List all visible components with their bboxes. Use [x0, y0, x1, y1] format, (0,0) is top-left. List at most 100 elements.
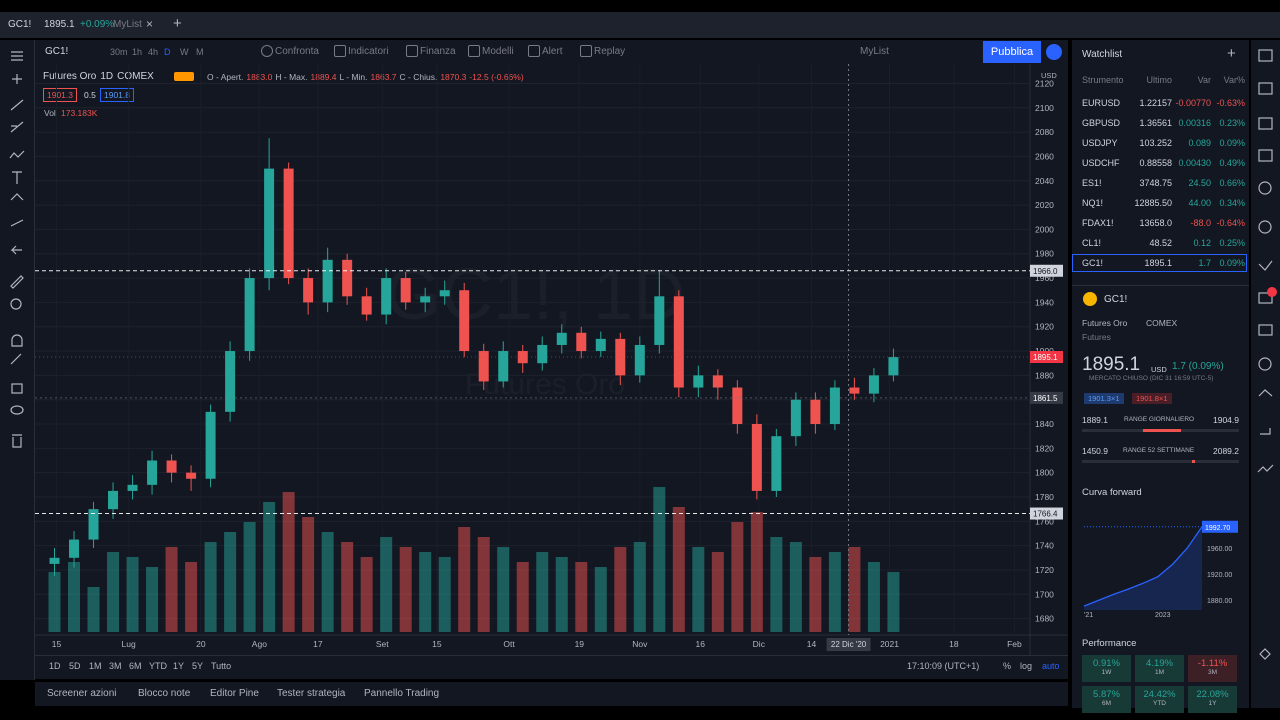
candle-body — [186, 472, 197, 479]
price-marker-box — [1030, 507, 1063, 520]
range-button[interactable]: 1Y — [173, 661, 185, 671]
wk-low: 1450.9 — [1082, 446, 1108, 456]
wk-range-fill — [1192, 460, 1195, 463]
tab-close[interactable]: × — [146, 17, 154, 31]
y-tick-label: 1960 — [1035, 273, 1054, 283]
volume-bar — [87, 587, 100, 632]
bottom-tab[interactable]: Screener azioni — [47, 688, 117, 699]
bottom-tab[interactable]: Editor Pine — [210, 688, 259, 699]
toolbar-button[interactable]: Modelli — [482, 46, 514, 57]
row-value: 1.22157 — [1139, 98, 1172, 108]
wk-label: RANGE 52 SETTIMANE — [1123, 447, 1195, 454]
add-symbol[interactable]: + — [1227, 45, 1236, 62]
play-button[interactable] — [1046, 44, 1062, 60]
candle-body — [654, 296, 665, 345]
symbol-search[interactable]: GC1! — [45, 46, 69, 57]
candle-body — [205, 411, 216, 479]
toolbar-button[interactable]: Confronta — [275, 46, 319, 57]
y-tick-label: 2020 — [1035, 200, 1054, 210]
range-button[interactable]: YTD — [149, 661, 167, 671]
y-tick-label: 1700 — [1035, 589, 1054, 599]
performance-period: 6M — [1101, 700, 1112, 707]
range-button[interactable]: 1M — [89, 661, 102, 671]
row-symbol[interactable]: GBPUSD — [1082, 118, 1121, 128]
range-button[interactable]: 1D — [49, 661, 61, 671]
interval-button[interactable]: 4h — [148, 47, 159, 57]
candle-body — [829, 387, 840, 425]
candle-body — [400, 278, 411, 303]
toolbar-button[interactable]: Replay — [594, 46, 626, 57]
volume-bar — [282, 492, 295, 632]
candle-body — [615, 338, 626, 376]
range-button[interactable]: 5Y — [192, 661, 204, 671]
bottom-tab[interactable]: Blocco note — [138, 688, 191, 699]
range-button[interactable]: Tutto — [211, 661, 232, 671]
interval-button[interactable]: 1h — [132, 47, 143, 57]
toolbar-icon[interactable] — [261, 45, 273, 57]
row-symbol[interactable]: ES1! — [1082, 178, 1102, 188]
candle-body — [517, 351, 528, 364]
range-button[interactable]: 5D — [69, 661, 81, 671]
legend-row: Futures Oro 1D COMEX — [43, 71, 154, 82]
row-symbol[interactable]: EURUSD — [1082, 98, 1121, 108]
row-symbol[interactable]: GC1! — [1082, 258, 1104, 268]
watchlist-title[interactable]: Watchlist — [1082, 49, 1123, 60]
new-tab[interactable]: + — [173, 15, 182, 32]
spread: 0.5 — [84, 90, 96, 100]
row-symbol[interactable]: USDCHF — [1082, 158, 1120, 168]
selected-row[interactable] — [1072, 254, 1247, 272]
toolbar-icon[interactable] — [580, 45, 592, 57]
currency-label: USD — [1041, 71, 1057, 80]
toolbar-icon[interactable] — [468, 45, 480, 57]
publish-button[interactable]: Pubblica — [983, 41, 1041, 63]
day-low: 1889.1 — [1082, 415, 1108, 425]
performance-period: 1M — [1154, 669, 1165, 676]
mylist-button[interactable]: MyList — [860, 46, 889, 57]
bottom-tab[interactable]: Pannello Trading — [364, 688, 440, 699]
row-symbol[interactable]: FDAX1! — [1082, 218, 1114, 228]
candle-body — [49, 557, 60, 564]
range-button[interactable]: 6M — [129, 661, 142, 671]
performance-value: 0.91% — [1093, 658, 1120, 669]
interval-button[interactable]: W — [180, 47, 189, 57]
crosshair-date-box — [826, 638, 871, 651]
auto-toggle[interactable]: auto — [1042, 661, 1060, 671]
percent-toggle[interactable]: % — [1003, 661, 1012, 671]
y-tick-label: 2120 — [1035, 78, 1054, 88]
range-button[interactable]: 3M — [109, 661, 122, 671]
candle-body — [147, 460, 158, 485]
volume-bar — [536, 552, 549, 632]
x-tick-label: Feb — [1007, 639, 1022, 649]
toolbar-icon[interactable] — [528, 45, 540, 57]
toolbar-button[interactable]: Indicatori — [348, 46, 389, 57]
toolbar-button[interactable]: Finanza — [420, 46, 456, 57]
row-value: 12885.50 — [1134, 198, 1172, 208]
volume-bar — [731, 522, 744, 632]
detail-change: 1.7 (0.09%) — [1172, 361, 1224, 372]
candle-body — [108, 490, 119, 510]
bottom-tab[interactable]: Tester strategia — [277, 688, 346, 699]
log-toggle[interactable]: log — [1020, 661, 1033, 671]
performance-tile: 22.08% 1Y — [1188, 686, 1237, 713]
toolbar-icon[interactable] — [406, 45, 418, 57]
y-tick-label: 1880 — [1035, 370, 1054, 380]
ohlc-label: H - Max. — [275, 72, 308, 82]
interval-button[interactable]: M — [196, 47, 204, 57]
candle-body — [88, 509, 99, 540]
row-value: 1.7 — [1198, 258, 1211, 268]
row-value: 103.252 — [1139, 138, 1172, 148]
interval-button[interactable]: D — [164, 47, 171, 57]
toolbar-button[interactable]: Alert — [542, 46, 563, 57]
row-symbol[interactable]: CL1! — [1082, 238, 1102, 248]
row-symbol[interactable]: NQ1! — [1082, 198, 1104, 208]
watermark-sub: Futures Oro — [465, 368, 625, 401]
interval-button[interactable]: 30m — [110, 47, 128, 57]
row-symbol[interactable]: USDJPY — [1082, 138, 1118, 148]
tab-change: +0.09% — [80, 19, 115, 30]
toolbar-icon[interactable] — [334, 45, 346, 57]
detail-price: 1895.1 — [1082, 354, 1141, 375]
forward-x-label: 2023 — [1155, 612, 1171, 619]
symbol-logo — [1083, 292, 1097, 306]
candle-body — [751, 424, 762, 491]
x-tick-label: 19 — [575, 639, 585, 649]
